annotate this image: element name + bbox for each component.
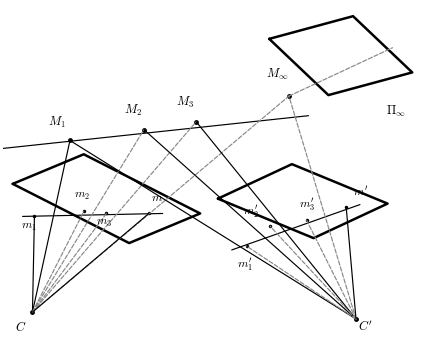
Text: $m_3$: $m_3$	[96, 216, 113, 229]
Text: $M_2$: $M_2$	[124, 103, 142, 118]
Text: $C'$: $C'$	[358, 320, 374, 334]
Text: $M_3$: $M_3$	[176, 95, 194, 110]
Text: $C$: $C$	[15, 320, 26, 334]
Text: $M_1$: $M_1$	[48, 115, 66, 130]
Text: $m'$: $m'$	[353, 185, 368, 199]
Text: $m_3'$: $m_3'$	[299, 196, 315, 213]
Text: $m_1'$: $m_1'$	[236, 256, 253, 273]
Text: $m_2'$: $m_2'$	[243, 203, 259, 220]
Text: $m_2$: $m_2$	[74, 189, 90, 202]
Text: $\Pi_{\infty}$: $\Pi_{\infty}$	[386, 104, 406, 119]
Text: $M_{\infty}$: $M_{\infty}$	[266, 67, 288, 82]
Text: $m$: $m$	[151, 191, 163, 204]
Text: $m_1$: $m_1$	[21, 220, 36, 233]
